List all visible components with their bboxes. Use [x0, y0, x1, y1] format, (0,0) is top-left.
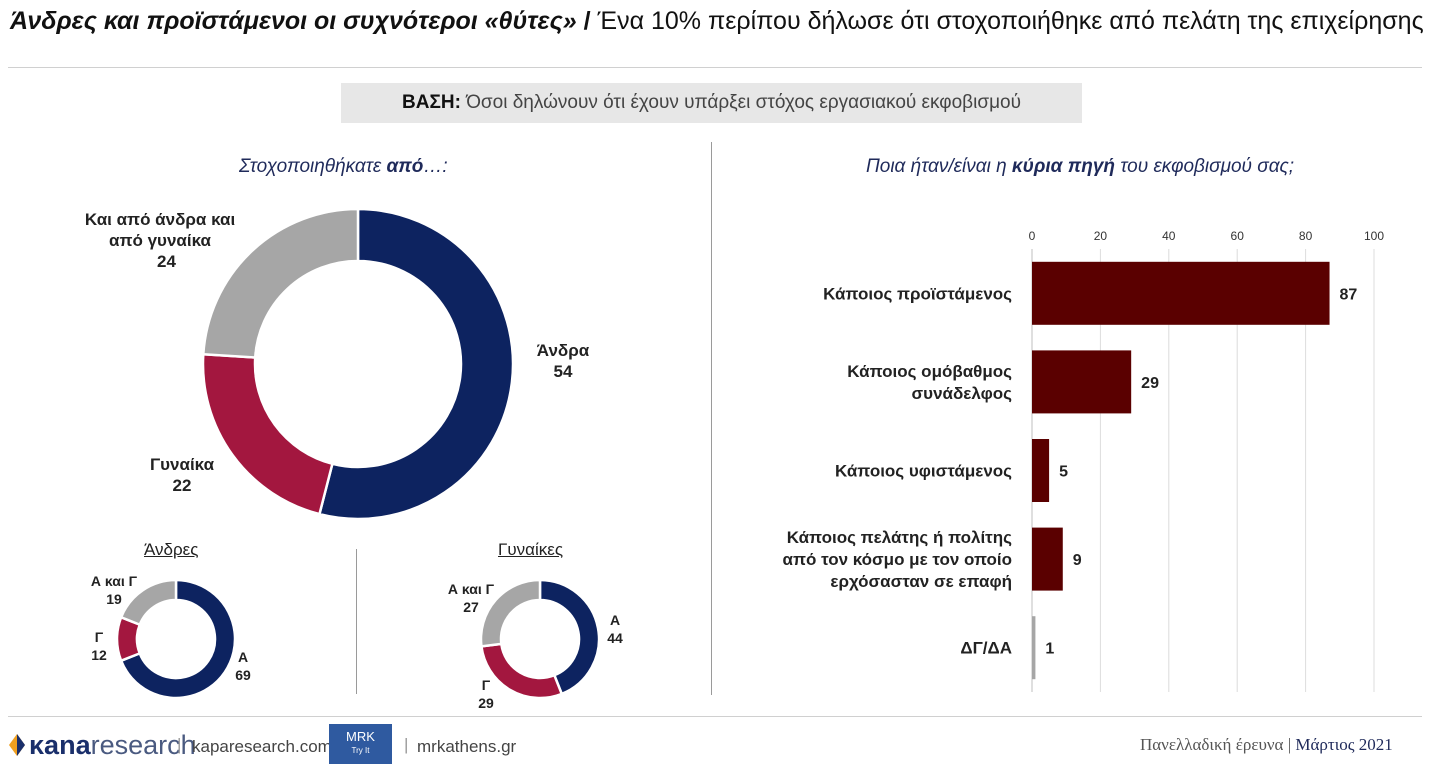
main-label-both-line2: από γυναίκα: [109, 231, 211, 250]
women-donut-slice-0: [538, 579, 600, 696]
basis-text: Όσοι δηλώνουν ότι έχουν υπάρξει στόχος ε…: [460, 92, 1021, 113]
men-value-a: 69: [235, 667, 251, 683]
panel-divider: [711, 142, 712, 695]
header-divider: [8, 67, 1422, 68]
title-emphasis: Άνδρες και προϊστάμενοι οι συχνότεροι «θ…: [10, 7, 577, 35]
men-label-c-text: Γ: [94, 629, 104, 645]
survey-label: Πανελλαδική έρευνα: [1140, 735, 1284, 754]
kana-logo-icon: [9, 734, 25, 756]
category-label-1: Κάποιος ομόβαθμος συνάδελφος: [847, 362, 1012, 403]
x-tick-label-3: 60: [1231, 229, 1245, 243]
source-bar-chart: 0 20 40 60 80 100 87 Κάποιος προϊστάμενος 29 Κάπο…: [783, 229, 1384, 692]
mrk-logo-text: MRK: [346, 729, 375, 744]
x-tick-label-5: 100: [1364, 229, 1384, 243]
footer-divider: [8, 716, 1422, 717]
bar-value-3: 9: [1073, 552, 1082, 569]
men-donut-slice-0: [119, 579, 236, 699]
women-donut-chart: [480, 579, 600, 699]
left-question: Στοχοποιηθήκατε από…:: [239, 156, 448, 178]
bar-value-2: 5: [1059, 464, 1068, 481]
left-question-prefix: Στοχοποιηθήκατε: [239, 156, 387, 177]
women-label-a: Α 44: [600, 611, 630, 647]
x-tick-label-0: 0: [1029, 229, 1036, 243]
title-separator: /: [576, 7, 598, 35]
main-label-men-text: Άνδρα: [536, 341, 590, 360]
x-tick-label-1: 20: [1094, 229, 1108, 243]
bar-1: [1032, 350, 1132, 414]
women-subtitle: Γυναίκες: [498, 540, 564, 559]
women-donut-slice-2: [480, 579, 542, 648]
bar-value-4: 1: [1045, 641, 1054, 658]
category-label-4: ΔΓ/ΔΑ: [960, 639, 1012, 658]
left-question-emphasis: από: [386, 156, 424, 177]
mrk-logo: MRK Try It: [329, 724, 392, 764]
bar-value-1: 29: [1141, 375, 1159, 392]
bar-2: [1032, 439, 1050, 502]
brand-kana: κana: [29, 730, 91, 760]
bar-0: [1032, 261, 1330, 325]
right-question: Ποια ήταν/είναι η κύρια πηγή του εκφοβισ…: [866, 156, 1294, 178]
women-label-both: Α και Γ 27: [437, 580, 505, 616]
footer-site-2[interactable]: mrkathens.gr: [417, 737, 517, 756]
category-label-3: Κάποιος πελάτης ή πολίτης από τον κόσμο μ…: [783, 528, 1013, 591]
footer-site-1[interactable]: kaparesearch.com: [192, 737, 332, 756]
bar-value-0: 87: [1340, 286, 1358, 303]
brand-research: research: [90, 730, 196, 760]
main-label-women-text: Γυναίκα: [149, 455, 215, 474]
main-value-women: 22: [172, 476, 192, 495]
category-label-0: Κάποιος προϊστάμενος: [823, 284, 1012, 303]
men-donut-chart: [116, 579, 236, 699]
women-label-c: Γ 29: [471, 676, 501, 712]
men-value-both: 19: [106, 591, 122, 607]
women-value-both: 27: [463, 599, 479, 615]
right-question-prefix: Ποια ήταν/είναι η: [866, 156, 1012, 177]
men-label-a-text: Α: [237, 649, 249, 665]
left-question-suffix: …:: [423, 156, 448, 177]
survey-date: Μάρτιος 2021: [1295, 735, 1393, 754]
mrk-tagline: Try It: [351, 746, 370, 755]
main-value-both: 24: [157, 252, 176, 271]
survey-info: Πανελλαδική έρευνα | Μάρτιος 2021: [1140, 735, 1393, 755]
men-label-c: Γ 12: [84, 628, 114, 664]
kana-research-logo: κanaresearch: [29, 730, 196, 760]
small-donut-divider: [356, 549, 357, 694]
main-label-both-line1: Και από άνδρα και: [84, 210, 236, 229]
women-label-c-text: Γ: [481, 677, 491, 693]
men-label-both: Α και Γ 19: [80, 572, 148, 608]
x-tick-label-2: 40: [1162, 229, 1176, 243]
men-donut-slice-2: [119, 579, 178, 627]
main-donut-slice-0: [317, 207, 515, 521]
men-subtitle: Άνδρες: [144, 540, 199, 559]
men-label-a: Α 69: [228, 648, 258, 684]
footer-divider-2: |: [404, 735, 409, 754]
basis-box: ΒΑΣΗ: Όσοι δηλώνουν ότι έχουν υπάρξει στ…: [341, 83, 1082, 123]
main-label-men: Άνδρα 54: [528, 340, 598, 382]
main-label-both: Και από άνδρα και από γυναίκα 24: [75, 209, 245, 272]
men-value-c: 12: [91, 647, 107, 663]
men-label-both-text: Α και Γ: [90, 573, 138, 589]
right-question-emphasis: κύρια πηγή: [1011, 156, 1116, 177]
bar-3: [1032, 527, 1063, 591]
main-label-women: Γυναίκα 22: [137, 454, 227, 496]
footer-divider-1: |: [177, 735, 182, 754]
bar-4: [1032, 616, 1036, 680]
main-donut-chart: [201, 207, 515, 521]
title-rest: Ένα 10% περίπου δήλωσε ότι στοχοποιήθηκε…: [597, 7, 1424, 35]
category-label-2: Κάποιος υφιστάμενος: [835, 462, 1012, 481]
x-tick-label-4: 80: [1299, 229, 1313, 243]
women-label-both-text: Α και Γ: [447, 581, 495, 597]
women-value-c: 29: [478, 695, 494, 711]
right-question-suffix: του εκφοβισμού σας;: [1115, 156, 1295, 177]
main-donut-slice-2: [201, 207, 360, 359]
main-value-men: 54: [553, 362, 573, 381]
page-title: Άνδρες και προϊστάμενοι οι συχνότεροι «θ…: [10, 4, 1435, 38]
basis-label: ΒΑΣΗ:: [402, 92, 461, 113]
women-label-a-text: Α: [609, 612, 621, 628]
survey-divider: |: [1283, 735, 1296, 754]
women-value-a: 44: [607, 630, 623, 646]
